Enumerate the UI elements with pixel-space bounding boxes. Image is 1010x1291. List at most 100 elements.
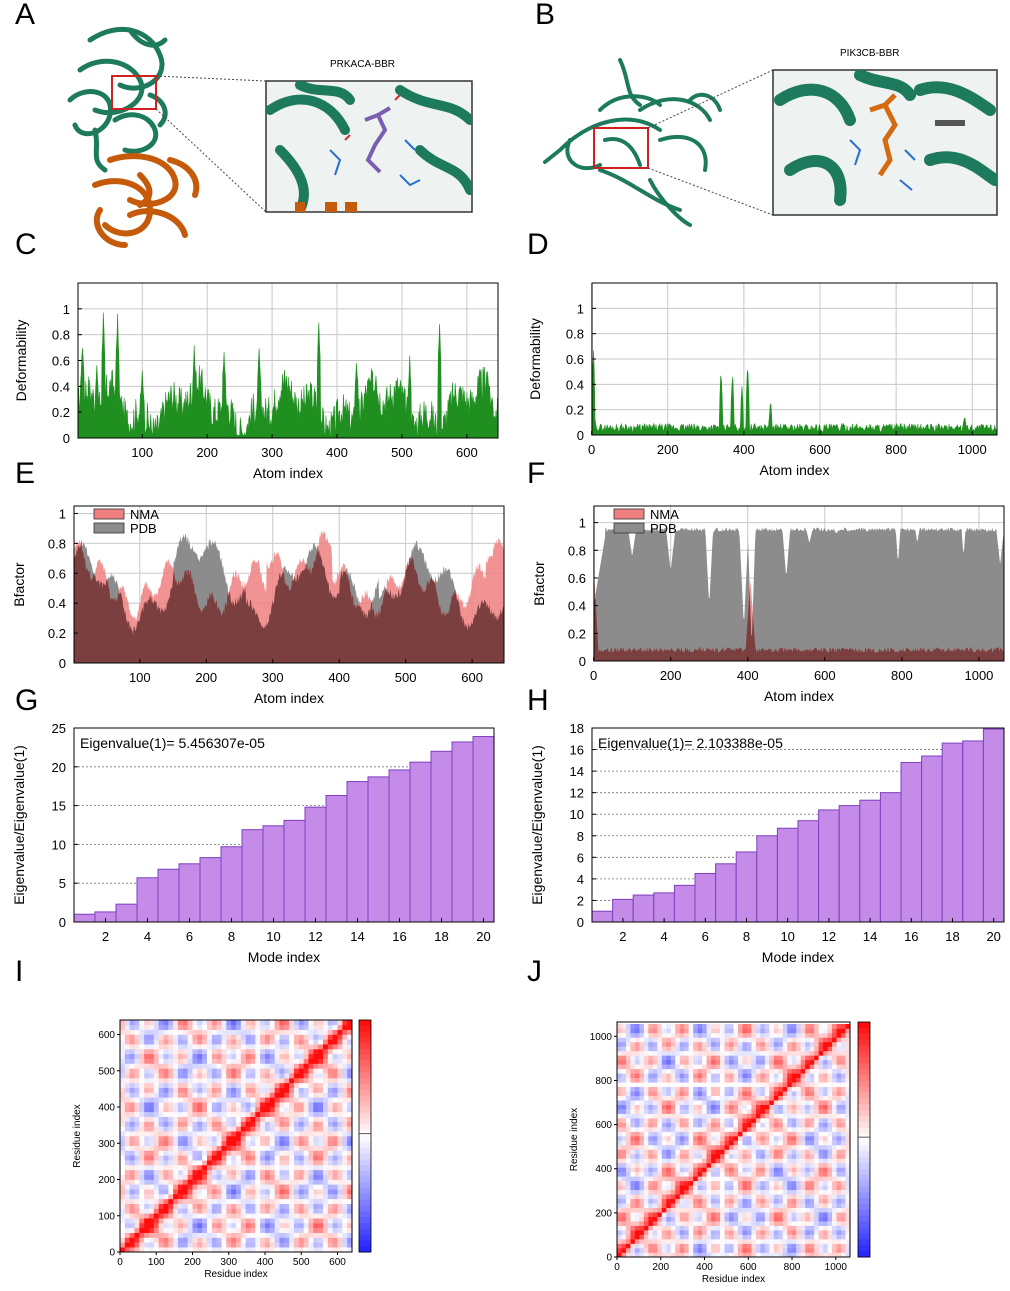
- heatmap-cell: [149, 1049, 155, 1055]
- heatmap-cell: [697, 1091, 703, 1096]
- heatmap-cell: [124, 1150, 130, 1156]
- heatmap-cell: [153, 1150, 159, 1156]
- heatmap-cell: [216, 1242, 222, 1248]
- heatmap-cell: [274, 1111, 280, 1117]
- heatmap-cell: [737, 1109, 743, 1114]
- heatmap-cell: [746, 1064, 752, 1070]
- heatmap-cell: [168, 1150, 174, 1156]
- heatmap-cell: [139, 1247, 145, 1253]
- heatmap-cell: [173, 1039, 179, 1045]
- heatmap-cell: [202, 1116, 208, 1122]
- heatmap-cell: [168, 1034, 174, 1040]
- x-tick-label: 100: [131, 445, 153, 460]
- eigenvalue-bar: [73, 913, 96, 923]
- heatmap-cell: [666, 1037, 672, 1043]
- heatmap-cell: [706, 1113, 712, 1119]
- heatmap-cell: [323, 1189, 329, 1195]
- heatmap-cell: [769, 1059, 775, 1065]
- heatmap-cell: [332, 1024, 338, 1030]
- heatmap-cell: [742, 1144, 748, 1150]
- heatmap-cell: [621, 1068, 627, 1074]
- heatmap-cell: [120, 1203, 126, 1209]
- heatmap-cell: [737, 1225, 743, 1231]
- heatmap-cell: [163, 1049, 169, 1055]
- heatmap-cell: [800, 1131, 806, 1137]
- heatmap-cell: [634, 1140, 640, 1146]
- heatmap-cell: [648, 1055, 654, 1061]
- heatmap-cell: [269, 1213, 275, 1219]
- heatmap-cell: [684, 1140, 689, 1146]
- heatmap-cell: [182, 1223, 188, 1229]
- heatmap-cell: [173, 1102, 179, 1108]
- heatmap-cell: [693, 1041, 698, 1047]
- heatmap-cell: [702, 1077, 707, 1083]
- heatmap-cell: [715, 1077, 721, 1083]
- heatmap-cell: [617, 1149, 622, 1155]
- heatmap-cell: [675, 1127, 681, 1132]
- heatmap-cell: [737, 1131, 743, 1137]
- heatmap-cell: [657, 1095, 663, 1101]
- heatmap-cell: [643, 1109, 649, 1114]
- panel-label-h: H: [527, 684, 549, 717]
- heatmap-cell: [323, 1049, 329, 1055]
- heatmap-cell: [733, 1189, 739, 1195]
- heatmap-cell: [187, 1121, 193, 1127]
- heatmap-cell: [652, 1234, 658, 1240]
- heatmap-cell: [657, 1024, 663, 1029]
- heatmap-cell: [202, 1087, 208, 1093]
- heatmap-cell: [706, 1131, 712, 1137]
- heatmap-cell: [724, 1104, 730, 1110]
- heatmap-cell: [773, 1167, 779, 1173]
- heatmap-cell: [805, 1118, 810, 1123]
- heatmap-cell: [294, 1194, 300, 1200]
- heatmap-cell: [711, 1212, 716, 1217]
- heatmap-cell: [308, 1203, 314, 1209]
- heatmap-cell: [163, 1126, 169, 1132]
- heatmap-cell: [318, 1160, 324, 1166]
- heatmap-cell: [796, 1127, 802, 1132]
- heatmap-cell: [702, 1248, 707, 1253]
- heatmap-cell: [139, 1024, 145, 1030]
- heatmap-cell: [720, 1162, 725, 1168]
- heatmap-cell: [207, 1213, 213, 1219]
- heatmap-cell: [192, 1053, 198, 1059]
- heatmap-cell: [729, 1194, 734, 1200]
- heatmap-cell: [337, 1049, 343, 1055]
- heatmap-cell: [337, 1179, 343, 1185]
- heatmap-cell: [250, 1179, 256, 1185]
- heatmap-cell: [737, 1144, 743, 1150]
- heatmap-cell: [791, 1086, 797, 1092]
- heatmap-cell: [294, 1232, 300, 1238]
- y-tick-label: 0.2: [48, 626, 66, 641]
- heatmap-cell: [274, 1024, 280, 1030]
- heatmap-cell: [347, 1242, 353, 1248]
- heatmap-cell: [720, 1109, 725, 1114]
- heatmap-cell: [221, 1213, 227, 1219]
- heatmap-cell: [173, 1218, 179, 1224]
- heatmap-cell: [666, 1194, 672, 1200]
- heatmap-cell: [625, 1171, 631, 1177]
- heatmap-cell: [250, 1213, 256, 1219]
- heatmap-cell: [755, 1198, 761, 1204]
- heatmap-cell: [221, 1082, 227, 1088]
- heatmap-cell: [303, 1194, 309, 1200]
- heatmap-cell: [805, 1091, 810, 1096]
- heatmap-cell: [648, 1041, 654, 1047]
- heatmap-cell: [173, 1020, 179, 1026]
- heatmap-cell: [729, 1050, 734, 1056]
- heatmap-cell: [139, 1218, 145, 1224]
- heatmap-cell: [693, 1225, 698, 1231]
- heatmap-cell: [274, 1213, 280, 1219]
- heatmap-cell: [666, 1140, 672, 1146]
- heatmap-cell: [805, 1239, 810, 1244]
- heatmap-cell: [221, 1087, 227, 1093]
- heatmap-cell: [764, 1198, 770, 1204]
- heatmap-cell: [787, 1216, 793, 1222]
- heatmap-cell: [255, 1087, 261, 1093]
- heatmap-cell: [265, 1044, 271, 1050]
- heatmap-cell: [679, 1239, 685, 1244]
- heatmap-cell: [643, 1198, 649, 1204]
- heatmap-cell: [202, 1174, 208, 1180]
- heatmap-cell: [139, 1208, 145, 1214]
- heatmap-cell: [308, 1160, 314, 1166]
